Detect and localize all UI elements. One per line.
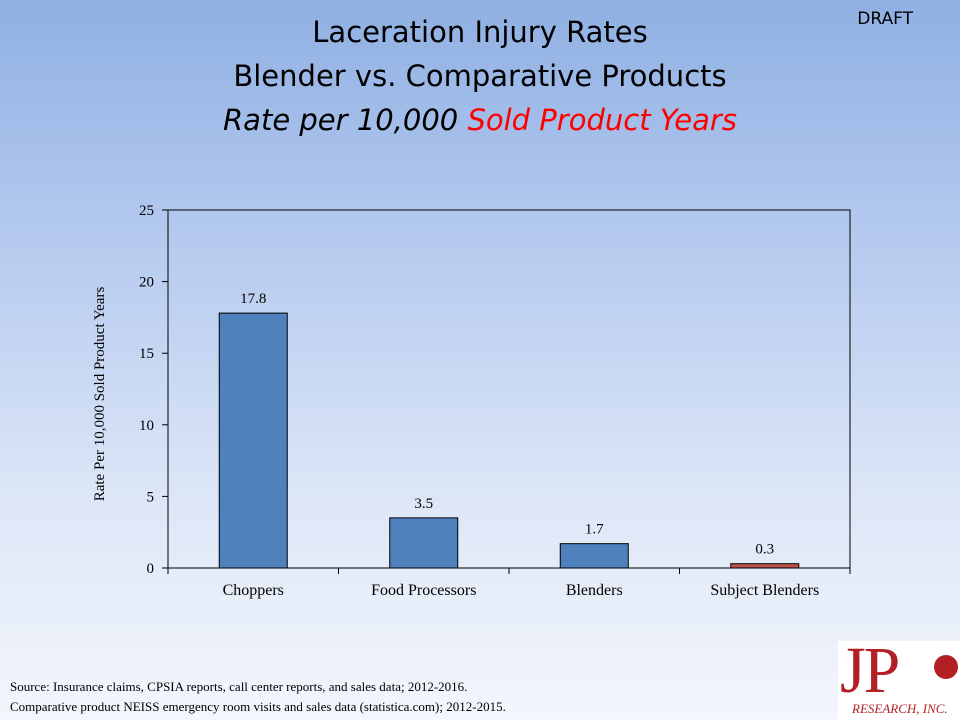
data-label: 1.7: [585, 522, 604, 538]
x-axis-labels: Choppers Food Processors Blenders Subject B…: [167, 568, 851, 599]
source-line-2: Comparative product NEISS emergency room…: [10, 699, 506, 714]
logo-main-text: JP: [840, 641, 900, 707]
y-tick-label: 10: [139, 418, 154, 434]
y-tick-label: 15: [139, 346, 154, 362]
logo-dot-icon: [934, 655, 958, 679]
y-axis-label: Rate Per 10,000 Sold Product Years: [92, 287, 108, 502]
y-axis-ticks: 0 5 10 15 20 25: [139, 203, 168, 577]
x-tick-label: Food Processors: [371, 582, 476, 599]
source-note: Source: Insurance claims, CPSIA reports,…: [10, 677, 506, 717]
logo-sub-text: RESEARCH, INC.: [852, 701, 948, 716]
y-tick-label: 20: [139, 275, 154, 291]
x-tick-label: Subject Blenders: [710, 582, 819, 599]
bar-choppers: [218, 312, 288, 569]
data-label: 0.3: [755, 542, 774, 558]
y-tick-label: 5: [147, 489, 155, 505]
title-line-3-highlight: Sold Product Years: [467, 103, 737, 137]
x-tick-label: Blenders: [566, 582, 623, 599]
data-label: 17.8: [240, 291, 266, 307]
bars-group: 17.8 3.5 1.7 0.3: [218, 291, 800, 569]
title-line-3-prefix: Rate per 10,000: [223, 103, 468, 137]
x-tick-label: Choppers: [223, 582, 284, 599]
bar-subject-blenders: [730, 563, 800, 569]
plot-area-frame: [167, 209, 851, 569]
title-line-3: Rate per 10,000 Sold Product Years: [0, 98, 960, 142]
title-line-2: Blender vs. Comparative Products: [233, 59, 727, 93]
data-label: 3.5: [414, 496, 433, 512]
source-line-1: Source: Insurance claims, CPSIA reports,…: [10, 679, 468, 694]
draft-label: DRAFT: [857, 9, 913, 29]
bar-food-processors: [389, 517, 459, 569]
y-tick-label: 0: [147, 561, 155, 577]
title-line-1: Laceration Injury Rates: [312, 15, 648, 49]
jp-research-logo: JP RESEARCH, INC.: [838, 641, 960, 720]
slide-title: Laceration Injury Rates Blender vs. Comp…: [0, 10, 960, 142]
bar-blenders: [559, 543, 629, 569]
y-tick-label: 25: [139, 203, 154, 219]
